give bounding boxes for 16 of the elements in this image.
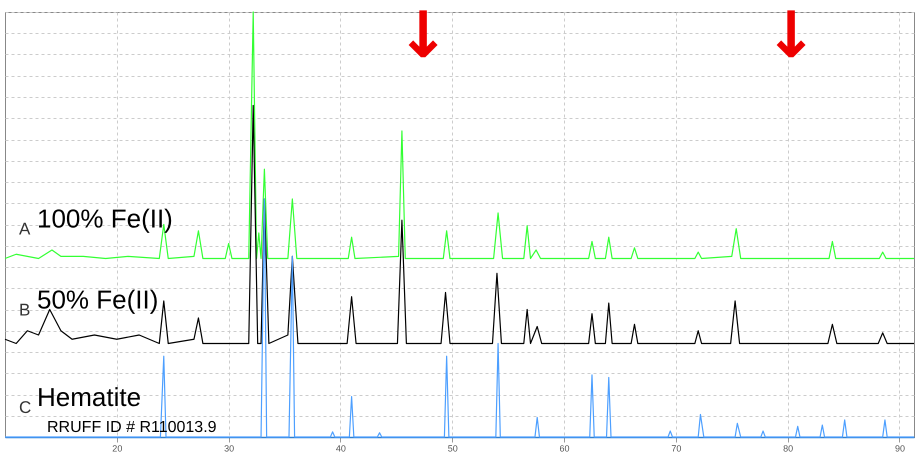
x-tick-label: 40 [336,444,346,454]
annotation: B [19,300,30,320]
series-label: Hematite [37,382,142,412]
series-label: 50% Fe(II) [37,284,158,314]
x-tick-label: 70 [671,444,682,454]
x-tick-label: 60 [560,444,570,454]
series-label: 100% Fe(II) [37,204,173,234]
x-tick-label: 80 [783,444,794,454]
x-tick-label: 30 [224,444,234,454]
annotation: A [19,220,31,238]
x-tick-label: 20 [112,444,122,454]
x-tick-label: 50 [448,444,458,454]
x-tick-label: 90 [894,444,905,454]
annotation: C [19,398,32,417]
annotation: ↓ [764,0,818,73]
annotation: ↓ [396,0,450,73]
